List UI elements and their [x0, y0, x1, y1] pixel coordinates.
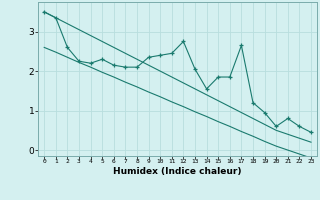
X-axis label: Humidex (Indice chaleur): Humidex (Indice chaleur)	[113, 167, 242, 176]
